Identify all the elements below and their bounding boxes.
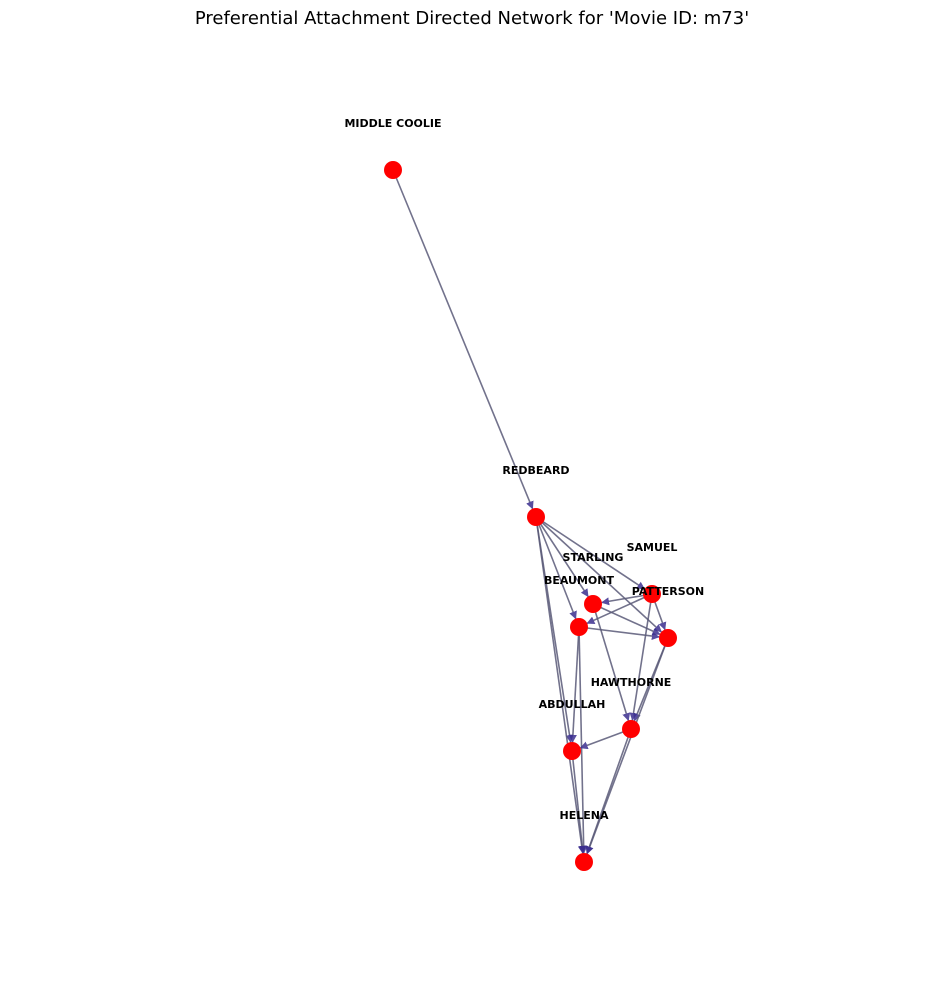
edge-starling-to-hawthorne [592, 603, 631, 722]
edge-hawthorne-to-helena [585, 728, 632, 855]
node-label-abdullah: ABDULLAH [539, 698, 606, 711]
node-hawthorne [622, 720, 640, 738]
node-starling [584, 595, 602, 613]
node-layer [384, 161, 677, 871]
node-label-samuel: SAMUEL [627, 541, 678, 554]
node-label-beaumont: BEAUMONT [544, 574, 615, 587]
node-label-starling: STARLING [563, 551, 624, 564]
node-samuel [643, 585, 661, 603]
edge-middle-coolie-to-redbeard [392, 169, 534, 510]
edge-patterson-to-helena [585, 637, 669, 855]
node-label-helena: HELENA [560, 809, 609, 822]
node-helena [575, 853, 593, 871]
edge-samuel-to-hawthorne [629, 593, 653, 721]
node-redbeard [527, 508, 545, 526]
node-label-hawthorne: HAWTHORNE [591, 676, 672, 689]
edge-redbeard-to-samuel [535, 516, 646, 590]
edge-layer [392, 169, 669, 855]
edge-abdullah-to-helena [571, 750, 587, 854]
node-patterson [659, 629, 677, 647]
node-label-middle-coolie: MIDDLE COOLIE [344, 117, 441, 130]
node-abdullah [563, 742, 581, 760]
edge-starling-to-patterson [592, 603, 661, 636]
node-label-patterson: PATTERSON [632, 585, 704, 598]
edge-redbeard-to-patterson [535, 516, 662, 633]
edge-redbeard-to-beaumont [535, 516, 577, 620]
edge-beaumont-to-patterson [578, 626, 660, 640]
edge-redbeard-to-helena [535, 516, 586, 854]
edge-beaumont-to-helena [578, 626, 588, 854]
edge-redbeard-to-starling [535, 516, 589, 598]
edge-beaumont-to-abdullah [568, 626, 580, 743]
node-middle-coolie [384, 161, 402, 179]
figure-title: Preferential Attachment Directed Network… [195, 8, 749, 29]
node-label-redbeard: REDBEARD [502, 464, 569, 477]
node-beaumont [570, 618, 588, 636]
